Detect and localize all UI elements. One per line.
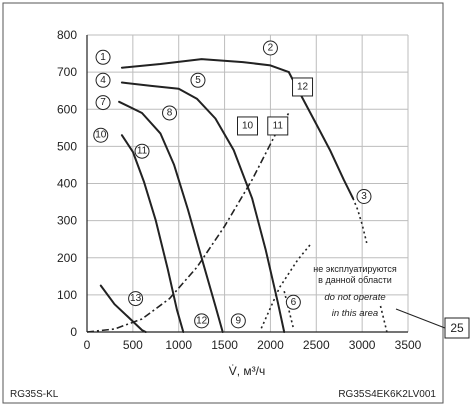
marker-label-0: 1 bbox=[100, 52, 106, 63]
curve-marker-circle-13-9: 13 bbox=[128, 291, 144, 307]
x-tick-label-0: 0 bbox=[84, 338, 91, 352]
marker-label-5: 8 bbox=[167, 107, 173, 118]
y-tick-label-7: 700 bbox=[57, 65, 77, 79]
marker-circle-6 bbox=[93, 127, 109, 143]
curve-marker-circle-2-1: 2 bbox=[262, 40, 278, 56]
callout-leader bbox=[395, 308, 446, 329]
curve-marker-circle-4-2: 4 bbox=[95, 72, 111, 88]
note-ru-line2: в данной области bbox=[318, 275, 392, 285]
marker-label-13: 12 bbox=[297, 81, 309, 92]
marker-label-2: 4 bbox=[100, 75, 106, 86]
marker-label-3: 5 bbox=[195, 75, 201, 86]
chart-frame bbox=[2, 2, 444, 404]
marker-circle-1 bbox=[262, 40, 278, 56]
x-tick-label-7: 3500 bbox=[395, 338, 422, 352]
curve-c7 bbox=[118, 100, 224, 333]
marker-circle-11 bbox=[230, 313, 246, 329]
curve-marker-box-10-14: 10 bbox=[237, 116, 258, 136]
y-tick-label-8: 800 bbox=[57, 28, 77, 42]
x-axis-label: V̇, м³/ч bbox=[229, 364, 266, 378]
curve-marker-circle-10-6: 10 bbox=[93, 127, 109, 143]
curve-marker-circle-7-4: 7 bbox=[95, 95, 111, 111]
curve-dotted2 bbox=[260, 242, 313, 329]
y-tick-label-5: 500 bbox=[57, 139, 77, 153]
curve-marker-circle-5-3: 5 bbox=[190, 72, 206, 88]
marker-circle-7 bbox=[134, 143, 150, 159]
marker-label-15: 11 bbox=[273, 120, 284, 131]
x-tick-label-4: 2000 bbox=[257, 338, 284, 352]
x-tick-label-1: 500 bbox=[123, 338, 143, 352]
marker-circle-9 bbox=[128, 291, 144, 307]
marker-label-4: 7 bbox=[100, 97, 106, 108]
marker-label-9: 13 bbox=[130, 293, 142, 304]
callout-label: 25 bbox=[450, 321, 464, 335]
curve-c4 bbox=[120, 81, 286, 333]
curve-marker-circle-8-5: 8 bbox=[162, 105, 178, 121]
marker-circle-2 bbox=[95, 72, 111, 88]
curve-marker-circle-12-10: 12 bbox=[194, 313, 210, 329]
tick-labels: 0 500 1000 1500 2000 2500 3000 3500010020030040… bbox=[57, 28, 422, 352]
note-en-line1: do not operate bbox=[324, 292, 385, 303]
curves bbox=[86, 58, 388, 333]
marker-circle-10 bbox=[194, 313, 210, 329]
y-tick-label-1: 100 bbox=[57, 288, 77, 302]
y-tick-label-6: 600 bbox=[57, 102, 77, 116]
x-tick-label-2: 1000 bbox=[165, 338, 192, 352]
axes bbox=[86, 35, 408, 333]
curve-marker-circle-1-0: 1 bbox=[95, 49, 111, 65]
marker-label-11: 9 bbox=[236, 315, 242, 326]
marker-circle-12 bbox=[285, 294, 301, 310]
marker-circle-4 bbox=[95, 95, 111, 111]
marker-label-12: 6 bbox=[291, 297, 297, 308]
curve-c13 bbox=[99, 284, 147, 333]
y-tick-label-3: 300 bbox=[57, 214, 77, 228]
callout-box bbox=[444, 317, 470, 339]
marker-box-14 bbox=[237, 116, 258, 136]
curve-marker-circle-9-11: 9 bbox=[230, 313, 246, 329]
curve-marker-circle-11-7: 11 bbox=[134, 143, 150, 159]
marker-circle-8 bbox=[356, 188, 372, 204]
marker-label-10: 12 bbox=[196, 315, 208, 326]
note-en-line2: in this area bbox=[332, 308, 378, 319]
marker-label-14: 10 bbox=[242, 120, 254, 131]
marker-box-13 bbox=[292, 77, 314, 97]
curve-marker-circle-3-8: 3 bbox=[356, 188, 372, 204]
y-tick-label-4: 400 bbox=[57, 177, 77, 191]
y-tick-label-2: 200 bbox=[57, 251, 77, 265]
note-ru-line1: не эксплуатируются bbox=[313, 264, 397, 274]
marker-circle-5 bbox=[162, 105, 178, 121]
x-tick-label-5: 2500 bbox=[303, 338, 330, 352]
marker-circle-0 bbox=[95, 49, 111, 65]
curve-dotted4 bbox=[379, 305, 388, 333]
marker-label-8: 3 bbox=[361, 191, 367, 202]
curve-marker-circle-6-12: 6 bbox=[285, 294, 301, 310]
curve-c10 bbox=[120, 134, 185, 333]
curve-marker-box-11-15: 11 bbox=[267, 116, 289, 136]
curve-dotted1 bbox=[352, 197, 368, 244]
marker-circle-3 bbox=[190, 72, 206, 88]
marker-box-15 bbox=[267, 116, 289, 136]
y-tick-label-0: 0 bbox=[70, 325, 77, 339]
curve-dotted3 bbox=[283, 291, 295, 329]
footer-left: RG35S-KL bbox=[10, 389, 59, 400]
marker-label-1: 2 bbox=[268, 42, 274, 53]
curve-marker-box-12-13: 12 bbox=[292, 77, 314, 97]
marker-label-6: 10 bbox=[95, 130, 107, 141]
marker-label-7: 11 bbox=[137, 146, 148, 157]
x-tick-label-6: 3000 bbox=[349, 338, 376, 352]
footer-right: RG35S4EK6K2LV001 bbox=[338, 389, 436, 400]
x-tick-label-3: 1500 bbox=[211, 338, 238, 352]
curve-c1 bbox=[120, 58, 290, 74]
